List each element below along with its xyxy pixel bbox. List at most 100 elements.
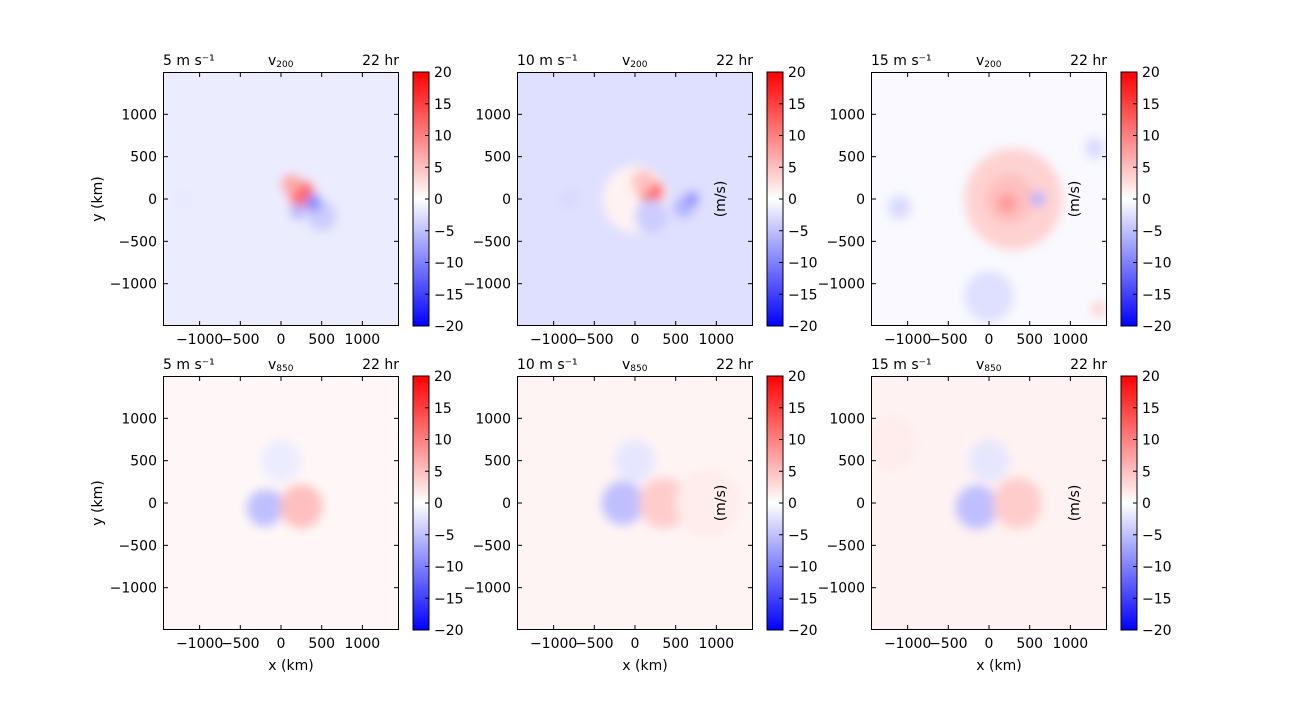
y-tick-label: −500 (473, 538, 511, 554)
x-tick-label: 1000 (699, 636, 735, 652)
colorbar-tick-label: 15 (434, 97, 452, 113)
colorbar-tick-label: 5 (434, 464, 443, 480)
field-feature (955, 485, 998, 530)
colorbar-tick-label: 5 (1142, 160, 1151, 176)
y-tick-label: −1000 (110, 277, 157, 293)
colorbar-tick-label: 0 (1142, 192, 1151, 208)
colorbar-tick-label: −10 (1142, 560, 1172, 576)
colorbar-tick-label: 5 (434, 160, 443, 176)
y-tick-label: 500 (484, 454, 511, 470)
x-tick-label: −500 (221, 332, 259, 348)
x-tick-label: 0 (631, 636, 640, 652)
panel-right-label: 22 hr (1070, 53, 1107, 69)
y-tick-label: −500 (119, 538, 157, 554)
y-tick-label: 0 (856, 192, 865, 208)
colorbar-tick-label: −20 (1142, 319, 1172, 335)
x-tick-label: −1000 (884, 332, 931, 348)
colorbar-tick-label: 10 (788, 129, 806, 145)
panel-right-label: 22 hr (716, 53, 753, 69)
x-tick-label: −1000 (530, 636, 577, 652)
panel-left-label: 15 m s⁻¹ (871, 53, 932, 69)
x-axis-label: x (km) (622, 658, 667, 674)
field-feature (1030, 191, 1046, 207)
y-tick-label: 0 (148, 192, 157, 208)
x-tick-label: −500 (929, 332, 967, 348)
x-axis-label: x (km) (268, 658, 313, 674)
field-feature (993, 477, 1042, 529)
x-tick-label: 0 (985, 332, 994, 348)
field-feature (685, 192, 699, 206)
y-tick-label: 0 (148, 496, 157, 512)
field-feature (176, 192, 190, 206)
colorbar-tick-label: 20 (434, 65, 452, 81)
colorbar: 20 15 10 5 0 −5 −10 −15 −20 (412, 369, 464, 639)
x-tick-label: 1000 (1053, 636, 1089, 652)
colorbar-tick-label: 15 (1142, 97, 1160, 113)
panel-left-label: 10 m s⁻¹ (517, 53, 578, 69)
y-tick-label: 1000 (829, 107, 865, 123)
panel-right-label: 22 hr (1070, 357, 1107, 373)
field-feature (997, 193, 1017, 214)
colorbar-tick-label: −20 (788, 319, 818, 335)
field-feature (560, 188, 580, 210)
field-feature (871, 418, 916, 470)
colorbar-tick-label: −15 (788, 591, 818, 607)
y-tick-label: −500 (827, 538, 865, 554)
field-feature (675, 469, 741, 537)
y-tick-label: −500 (473, 234, 511, 250)
x-axis-label: x (km) (976, 658, 1021, 674)
colorbar-tick-label: 0 (434, 496, 443, 512)
panel-right-label: 22 hr (716, 357, 753, 373)
colorbar-tick-label: 10 (434, 433, 452, 449)
y-tick-label: −1000 (818, 277, 865, 293)
colorbar-tick-label: 20 (788, 65, 806, 81)
x-tick-label: 500 (662, 332, 689, 348)
colorbar-tick-label: −5 (1142, 528, 1163, 544)
y-tick-label: −500 (119, 234, 157, 250)
field-map (517, 376, 753, 630)
colorbar-tick-label: −10 (788, 560, 818, 576)
panel-title: v850 (268, 357, 294, 374)
x-tick-label: 0 (277, 332, 286, 348)
field-feature (281, 174, 301, 195)
colorbar-tick-label: 20 (1142, 65, 1160, 81)
field-map (163, 376, 399, 630)
colorbar-tick-label: 15 (434, 401, 452, 417)
y-tick-label: 1000 (829, 411, 865, 427)
field-feature (639, 477, 688, 529)
field-feature (614, 439, 656, 482)
x-tick-label: 0 (277, 636, 286, 652)
x-tick-label: 500 (308, 332, 335, 348)
colorbar-tick-label: −20 (434, 319, 464, 335)
colorbar-tick-label: 5 (788, 464, 797, 480)
colorbar-tick-label: −20 (434, 623, 464, 639)
colorbar-tick-label: 0 (788, 496, 797, 512)
x-tick-label: 500 (1016, 332, 1043, 348)
colorbar-tick-label: 20 (434, 369, 452, 385)
x-tick-label: −500 (575, 332, 613, 348)
colorbar-tick-label: −20 (788, 623, 818, 639)
colorbar-tick-label: 20 (1142, 369, 1160, 385)
field-feature (246, 489, 283, 527)
x-tick-label: 500 (308, 636, 335, 652)
y-tick-label: 500 (838, 150, 865, 166)
y-tick-label: 1000 (121, 107, 157, 123)
colorbar-tick-label: −5 (788, 528, 809, 544)
panel-left-label: 5 m s⁻¹ (163, 53, 215, 69)
panel-title: v850 (976, 357, 1002, 374)
y-axis-label: y (km) (90, 176, 106, 221)
colorbar-tick-label: −15 (788, 287, 818, 303)
x-tick-label: 1000 (699, 332, 735, 348)
colorbar-tick-label: −5 (788, 224, 809, 240)
colorbar-tick-label: −10 (788, 256, 818, 272)
field-feature (968, 439, 1010, 482)
field-feature (635, 199, 668, 233)
y-tick-label: 1000 (121, 411, 157, 427)
colorbar: 20 15 10 5 0 −5 −10 −15 −20 (766, 369, 818, 639)
